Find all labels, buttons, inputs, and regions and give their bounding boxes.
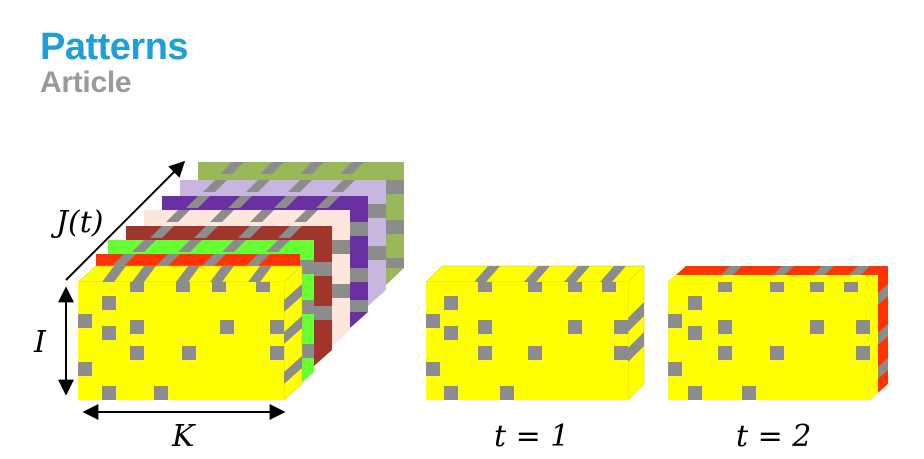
label-t1: t = 1 bbox=[494, 419, 569, 454]
axis-label-i: I bbox=[33, 325, 47, 360]
axis-arrows bbox=[58, 160, 286, 420]
article-type: Article bbox=[40, 66, 132, 99]
label-t2: t = 2 bbox=[736, 419, 811, 454]
j-axis-arrow bbox=[65, 160, 186, 281]
tensor-3d bbox=[77, 162, 404, 401]
axis-label-j: J(t) bbox=[50, 205, 104, 240]
front-slice bbox=[77, 265, 303, 401]
journal-name: Patterns bbox=[40, 26, 189, 68]
journal-brand: Patterns Article bbox=[40, 26, 189, 99]
slice-t1 bbox=[425, 265, 645, 401]
slice-t2 bbox=[668, 266, 888, 400]
axis-label-k: K bbox=[171, 419, 196, 454]
